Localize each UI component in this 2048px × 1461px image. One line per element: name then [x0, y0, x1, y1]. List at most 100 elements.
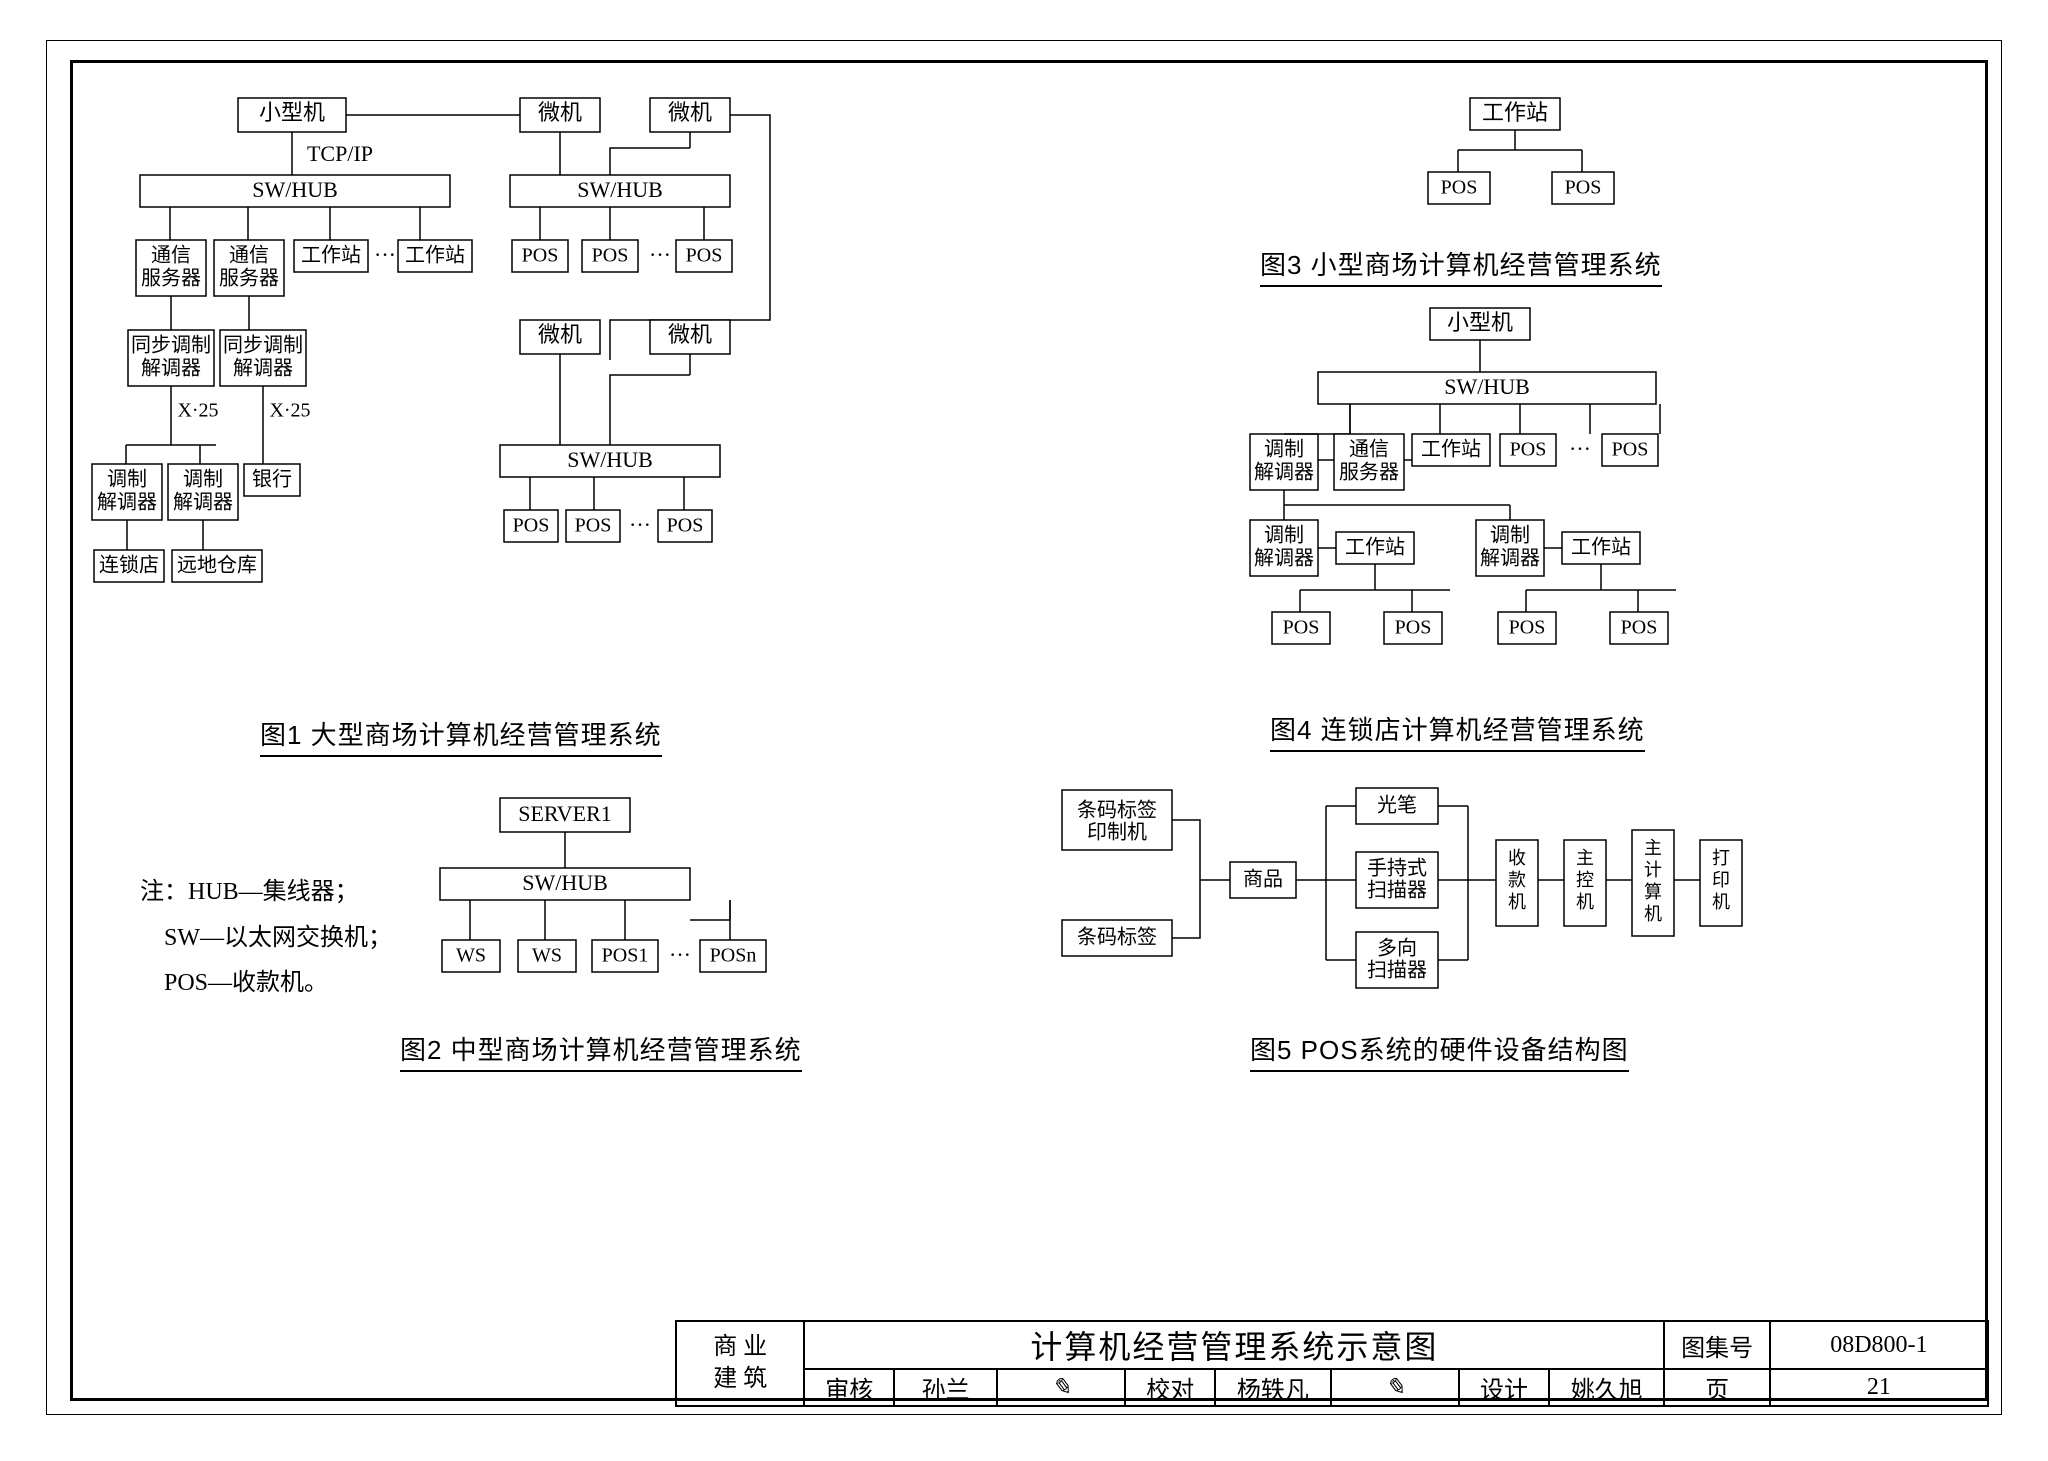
- svg-text:解调器: 解调器: [173, 491, 233, 514]
- svg-text:光笔: 光笔: [1377, 794, 1417, 817]
- fig3-diagram: 工作站 POS POS: [1370, 92, 1670, 232]
- svg-text:调制: 调制: [1490, 524, 1530, 547]
- svg-text:计: 计: [1644, 860, 1662, 880]
- svg-text:···: ···: [374, 242, 396, 267]
- svg-text:服务器: 服务器: [141, 267, 201, 290]
- svg-text:条码标签: 条码标签: [1077, 799, 1157, 822]
- legend-notes: 注：HUB—集线器； SW—以太网交换机； POS—收款机。: [140, 870, 392, 1007]
- svg-text:···: ···: [669, 942, 691, 967]
- svg-text:POS: POS: [1510, 439, 1547, 461]
- svg-text:POS: POS: [686, 245, 723, 267]
- fig1-caption: 图1 大型商场计算机经营管理系统: [260, 715, 662, 757]
- svg-text:···: ···: [649, 242, 671, 267]
- svg-text:X·25: X·25: [269, 400, 310, 422]
- svg-text:调制: 调制: [1264, 438, 1304, 461]
- svg-text:通信: 通信: [229, 244, 269, 267]
- fig4-caption: 图4 连锁店计算机经营管理系统: [1270, 710, 1645, 752]
- svg-text:X·25: X·25: [177, 400, 218, 422]
- svg-text:调制: 调制: [107, 468, 147, 491]
- svg-text:POS1: POS1: [602, 945, 649, 967]
- svg-text:主: 主: [1576, 848, 1594, 868]
- svg-text:商品: 商品: [1243, 868, 1283, 891]
- svg-text:解调器: 解调器: [1480, 547, 1540, 570]
- fig3-caption: 图3 小型商场计算机经营管理系统: [1260, 245, 1662, 287]
- svg-text:远地仓库: 远地仓库: [177, 554, 257, 577]
- svg-text:解调器: 解调器: [1254, 461, 1314, 484]
- svg-text:手持式: 手持式: [1367, 857, 1427, 880]
- svg-text:服务器: 服务器: [1339, 461, 1399, 484]
- fig5-diagram: 条码标签 印制机 条码标签 商品 光笔 手持式 扫描器 多向 扫描器: [1050, 770, 1930, 1030]
- svg-text:主: 主: [1644, 838, 1662, 858]
- svg-text:款: 款: [1508, 870, 1526, 890]
- svg-text:调制: 调制: [1264, 524, 1304, 547]
- fig2-caption: 图2 中型商场计算机经营管理系统: [400, 1030, 802, 1072]
- svg-text:机: 机: [1508, 892, 1526, 912]
- svg-text:工作站: 工作站: [1482, 100, 1548, 125]
- svg-text:条码标签: 条码标签: [1077, 926, 1157, 949]
- svg-text:微机: 微机: [538, 100, 582, 125]
- svg-text:同步调制: 同步调制: [131, 334, 211, 357]
- svg-text:印制机: 印制机: [1087, 821, 1147, 844]
- svg-text:POS: POS: [1509, 617, 1546, 639]
- svg-text:POS: POS: [513, 515, 550, 537]
- svg-text:小型机: 小型机: [259, 100, 325, 125]
- fig1-diagram: 小型机 TCP/IP SW/HUB 通信 服务器 通信 服务器 工作站 ··· …: [80, 90, 800, 660]
- svg-text:通信: 通信: [1349, 438, 1389, 461]
- svg-text:WS: WS: [532, 945, 562, 967]
- svg-text:SW/HUB: SW/HUB: [522, 870, 608, 895]
- svg-text:通信: 通信: [151, 244, 191, 267]
- svg-text:POS: POS: [522, 245, 559, 267]
- svg-text:微机: 微机: [668, 100, 712, 125]
- svg-text:控: 控: [1576, 870, 1594, 890]
- fig5-caption: 图5 POS系统的硬件设备结构图: [1250, 1030, 1629, 1072]
- svg-text:算: 算: [1644, 882, 1662, 902]
- svg-text:解调器: 解调器: [233, 357, 293, 380]
- svg-text:工作站: 工作站: [301, 244, 361, 267]
- svg-text:银行: 银行: [252, 468, 292, 491]
- svg-text:机: 机: [1712, 892, 1730, 912]
- svg-text:机: 机: [1644, 904, 1662, 924]
- svg-text:POS: POS: [1441, 177, 1478, 199]
- svg-text:POS: POS: [1612, 439, 1649, 461]
- svg-text:SW/HUB: SW/HUB: [567, 447, 653, 472]
- svg-text:解调器: 解调器: [141, 357, 201, 380]
- svg-text:小型机: 小型机: [1447, 310, 1513, 335]
- svg-text:多向: 多向: [1377, 937, 1417, 960]
- fig4-diagram: 小型机 SW/HUB 调制 解调器 通信 服务器 工作站 POS ··· POS: [1150, 300, 1850, 700]
- svg-text:微机: 微机: [668, 322, 712, 347]
- svg-text:SW/HUB: SW/HUB: [577, 177, 663, 202]
- svg-text:POS: POS: [592, 245, 629, 267]
- svg-text:解调器: 解调器: [1254, 547, 1314, 570]
- svg-text:工作站: 工作站: [1421, 438, 1481, 461]
- fig2-diagram: SERVER1 SW/HUB WS WS POS1 ··· POSn: [370, 790, 790, 1040]
- svg-text:SERVER1: SERVER1: [518, 801, 612, 826]
- svg-text:POS: POS: [667, 515, 704, 537]
- svg-text:工作站: 工作站: [1571, 536, 1631, 559]
- svg-text:TCP/IP: TCP/IP: [307, 141, 373, 166]
- svg-text:WS: WS: [456, 945, 486, 967]
- title-block: 商 业 建 筑 计算机经营管理系统示意图 图集号 08D800-1 审核 孙兰 …: [675, 1320, 1989, 1403]
- svg-text:工作站: 工作站: [1345, 536, 1405, 559]
- svg-text:···: ···: [629, 512, 651, 537]
- svg-text:机: 机: [1576, 892, 1594, 912]
- svg-text:微机: 微机: [538, 322, 582, 347]
- svg-text:POS: POS: [1395, 617, 1432, 639]
- svg-text:···: ···: [1569, 436, 1591, 461]
- page-root: 小型机 TCP/IP SW/HUB 通信 服务器 通信 服务器 工作站 ··· …: [0, 0, 2048, 1461]
- svg-text:解调器: 解调器: [97, 491, 157, 514]
- svg-text:工作站: 工作站: [405, 244, 465, 267]
- svg-text:打: 打: [1712, 848, 1730, 868]
- svg-text:SW/HUB: SW/HUB: [1444, 374, 1530, 399]
- svg-text:POS: POS: [1283, 617, 1320, 639]
- svg-text:调制: 调制: [183, 468, 223, 491]
- svg-text:收: 收: [1508, 848, 1526, 868]
- svg-text:POS: POS: [1565, 177, 1602, 199]
- svg-text:同步调制: 同步调制: [223, 334, 303, 357]
- svg-text:服务器: 服务器: [219, 267, 279, 290]
- svg-text:POS: POS: [575, 515, 612, 537]
- svg-text:连锁店: 连锁店: [99, 554, 159, 577]
- svg-text:POSn: POSn: [710, 945, 757, 967]
- svg-text:扫描器: 扫描器: [1367, 959, 1427, 982]
- svg-text:POS: POS: [1621, 617, 1658, 639]
- svg-text:扫描器: 扫描器: [1367, 879, 1427, 902]
